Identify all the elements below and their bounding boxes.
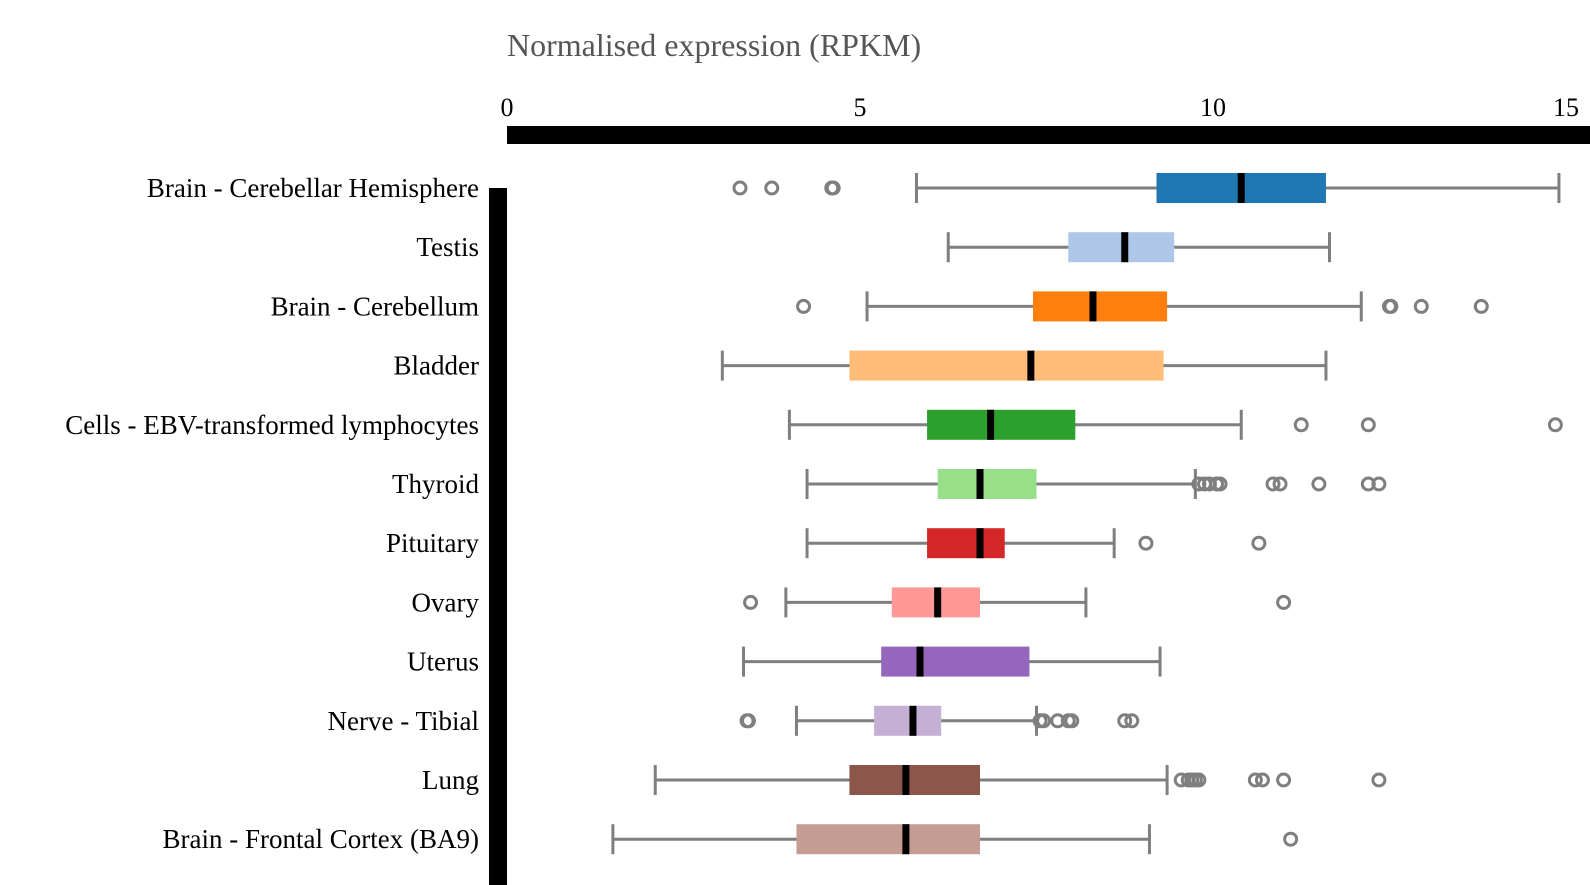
iqr-box <box>874 705 942 736</box>
iqr-box <box>849 765 981 795</box>
box-row: Uterus <box>407 646 1162 677</box>
outlier-point <box>732 180 748 196</box>
box-row: Cells - EBV-transformed lymphocytes <box>65 409 1563 440</box>
outlier-point <box>1283 831 1299 847</box>
box-row: Testis <box>416 232 1331 263</box>
box-rows: Brain - Cerebellar Hemisphere Testis Brain… <box>65 173 1563 855</box>
median-mark <box>934 587 942 618</box>
outlier-point <box>1413 298 1429 314</box>
outlier-point <box>1276 594 1292 610</box>
box-row: Ovary <box>412 587 1292 618</box>
axis-title: Normalised expression (RPKM) <box>507 27 921 63</box>
category-label: Brain - Cerebellar Hemisphere <box>147 173 479 203</box>
outlier-point <box>1117 713 1133 729</box>
iqr-box <box>937 469 1037 499</box>
median-mark <box>902 765 910 795</box>
outlier-point <box>1247 772 1263 788</box>
category-label: Thyroid <box>392 469 479 499</box>
category-label: Cells - EBV-transformed lymphocytes <box>65 410 479 440</box>
x-tick-label: 10 <box>1200 93 1226 122</box>
outlier-point <box>1138 535 1154 551</box>
category-label: Brain - Frontal Cortex (BA9) <box>163 824 479 854</box>
box-row: Nerve - Tibial <box>328 705 1140 736</box>
outlier-point <box>1254 772 1270 788</box>
outlier-point <box>1276 772 1292 788</box>
iqr-box <box>1032 291 1168 322</box>
outlier-point <box>1311 476 1327 492</box>
outlier-point <box>1064 713 1080 729</box>
outlier-point <box>796 298 812 314</box>
median-mark <box>902 824 910 855</box>
iqr-box <box>849 350 1164 381</box>
box-row: Brain - Cerebellar Hemisphere <box>147 173 1561 203</box>
category-label: Lung <box>422 765 479 795</box>
outlier-point <box>1293 417 1309 433</box>
category-label: Pituitary <box>386 528 479 558</box>
median-mark <box>1027 350 1035 381</box>
outlier-point <box>1383 298 1399 314</box>
outlier-point <box>1265 476 1281 492</box>
y-axis-bar <box>489 188 507 885</box>
box-row: Bladder <box>394 350 1328 381</box>
x-tick-label: 0 <box>501 93 514 122</box>
outlier-point <box>764 180 780 196</box>
x-axis-bar <box>507 126 1590 144</box>
outlier-point <box>1360 417 1376 433</box>
median-mark <box>1121 232 1129 263</box>
category-label: Brain - Cerebellum <box>271 291 479 321</box>
category-label: Testis <box>416 232 479 262</box>
category-label: Nerve - Tibial <box>328 706 480 736</box>
median-mark <box>976 528 984 559</box>
outlier-point <box>1212 476 1228 492</box>
outlier-point <box>740 713 756 729</box>
iqr-box <box>927 409 1076 440</box>
x-tick-label: 15 <box>1553 93 1579 122</box>
median-mark <box>1237 173 1245 203</box>
outlier-point <box>1124 713 1140 729</box>
iqr-box <box>881 646 1030 677</box>
iqr-box <box>1068 232 1175 263</box>
category-label: Bladder <box>394 351 479 381</box>
outlier-point <box>1473 298 1489 314</box>
x-tick-label: 5 <box>854 93 867 122</box>
outlier-point <box>1191 772 1207 788</box>
outlier-point <box>1547 417 1563 433</box>
median-mark <box>976 469 984 499</box>
outlier-point <box>1036 713 1052 729</box>
iqr-box <box>796 824 981 855</box>
category-label: Uterus <box>407 647 479 677</box>
box-row: Brain - Frontal Cortex (BA9) <box>163 824 1299 855</box>
box-row: Thyroid <box>392 469 1387 499</box>
median-mark <box>916 646 924 677</box>
box-row: Pituitary <box>386 528 1267 559</box>
x-axis-ticks: 0 5 10 15 <box>501 93 1580 122</box>
category-label: Ovary <box>412 587 480 617</box>
median-mark <box>909 705 917 736</box>
box-row: Brain - Cerebellum <box>271 291 1489 322</box>
median-mark <box>987 409 995 440</box>
outlier-point <box>1251 535 1267 551</box>
iqr-box <box>927 528 1005 559</box>
outlier-point <box>743 594 759 610</box>
outlier-point <box>1371 772 1387 788</box>
median-mark <box>1089 291 1097 322</box>
box-row: Lung <box>422 765 1387 795</box>
outlier-point <box>1272 476 1288 492</box>
outlier-point <box>825 180 841 196</box>
outlier-point <box>1371 476 1387 492</box>
